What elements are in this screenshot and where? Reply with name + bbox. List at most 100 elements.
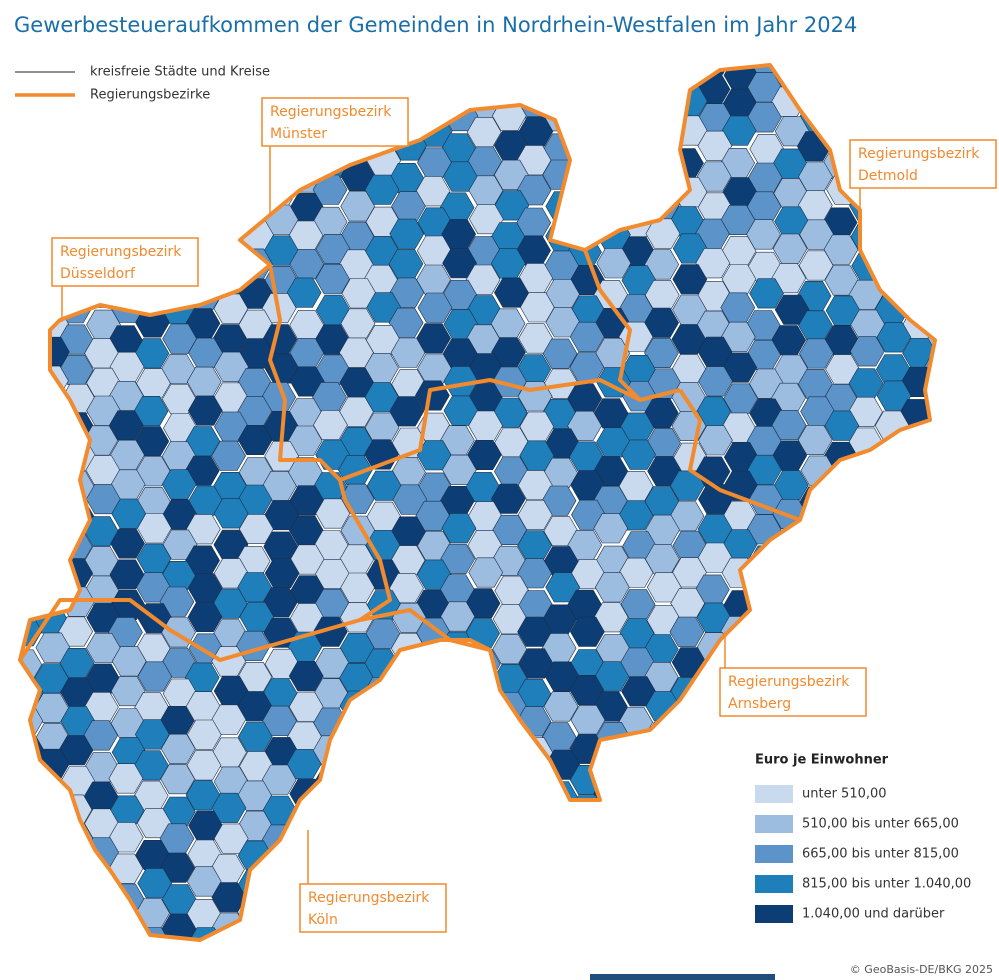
municipality xyxy=(849,336,885,367)
municipality xyxy=(927,236,935,267)
municipality xyxy=(873,645,909,677)
municipality xyxy=(35,427,71,458)
municipality xyxy=(596,74,631,105)
municipality xyxy=(848,632,883,663)
municipality xyxy=(901,545,935,576)
municipality xyxy=(696,868,732,899)
municipality xyxy=(110,528,145,559)
municipality xyxy=(442,73,478,104)
municipality xyxy=(925,443,935,474)
municipality xyxy=(109,559,145,590)
municipality xyxy=(850,74,885,105)
municipality xyxy=(746,572,781,603)
municipality xyxy=(876,674,912,706)
municipality xyxy=(900,485,935,516)
municipality xyxy=(32,102,68,133)
region-label-box xyxy=(299,883,447,933)
municipality xyxy=(32,868,68,899)
municipality xyxy=(391,839,427,870)
municipality xyxy=(20,883,45,914)
municipality xyxy=(925,499,935,530)
municipality xyxy=(20,207,44,238)
municipality xyxy=(543,691,579,722)
municipality xyxy=(162,323,197,354)
municipality xyxy=(873,65,908,90)
municipality xyxy=(108,763,144,794)
municipality xyxy=(542,868,578,899)
municipality xyxy=(364,824,400,856)
municipality xyxy=(20,795,44,826)
municipality xyxy=(850,543,886,574)
region-label: Regierungsbezirk xyxy=(858,146,980,162)
municipality xyxy=(288,837,324,868)
municipality xyxy=(517,558,552,589)
municipality xyxy=(442,161,478,192)
region-label: Detmold xyxy=(858,168,918,184)
municipality xyxy=(669,851,705,883)
municipality xyxy=(542,781,578,812)
municipality xyxy=(84,103,120,134)
state-outline xyxy=(18,63,937,942)
municipality xyxy=(31,65,67,76)
municipality xyxy=(312,825,348,856)
municipality xyxy=(620,589,656,620)
municipality xyxy=(568,823,604,855)
municipality xyxy=(465,792,501,823)
municipality xyxy=(924,647,935,678)
municipality xyxy=(185,104,221,134)
municipality xyxy=(928,734,935,765)
municipality xyxy=(364,65,399,89)
municipality xyxy=(315,498,351,529)
municipality xyxy=(391,191,426,222)
municipality xyxy=(620,65,656,88)
municipality xyxy=(567,176,603,207)
municipality xyxy=(416,822,452,853)
municipality xyxy=(365,767,400,798)
municipality xyxy=(465,822,501,853)
municipality xyxy=(340,308,376,339)
municipality xyxy=(927,294,935,325)
region-label-box xyxy=(261,97,409,147)
municipality xyxy=(441,513,477,544)
municipality xyxy=(825,531,860,562)
municipality xyxy=(312,853,348,884)
legend-swatch xyxy=(755,905,793,923)
municipality xyxy=(899,455,935,487)
municipality xyxy=(20,321,43,352)
municipality xyxy=(160,764,196,795)
municipality xyxy=(31,839,67,870)
municipality xyxy=(771,263,807,294)
municipality xyxy=(162,119,197,150)
municipality xyxy=(468,65,504,88)
municipality xyxy=(545,927,580,940)
municipality xyxy=(644,249,680,280)
border xyxy=(678,388,801,522)
municipality xyxy=(516,854,552,885)
municipality xyxy=(187,161,223,192)
municipality xyxy=(442,722,478,753)
municipality xyxy=(671,765,707,796)
municipality xyxy=(161,148,196,179)
municipality xyxy=(748,722,784,753)
municipality xyxy=(669,882,705,913)
legend-label: kreisfreie Städte und Kreise xyxy=(90,65,270,80)
municipality xyxy=(261,852,297,883)
municipality xyxy=(620,737,655,768)
municipality xyxy=(20,176,45,207)
municipality xyxy=(900,692,935,723)
municipality xyxy=(723,383,759,414)
municipality xyxy=(875,206,911,237)
municipality xyxy=(749,278,784,309)
municipality xyxy=(159,586,195,617)
municipality xyxy=(647,837,682,869)
municipality xyxy=(671,324,707,355)
municipality xyxy=(20,852,45,883)
municipality xyxy=(417,853,453,884)
municipality xyxy=(288,660,324,692)
legend-label: 815,00 bis unter 1.040,00 xyxy=(802,877,971,892)
municipality xyxy=(901,631,935,662)
municipality xyxy=(439,693,475,724)
municipality xyxy=(238,162,274,193)
municipality xyxy=(824,557,859,589)
